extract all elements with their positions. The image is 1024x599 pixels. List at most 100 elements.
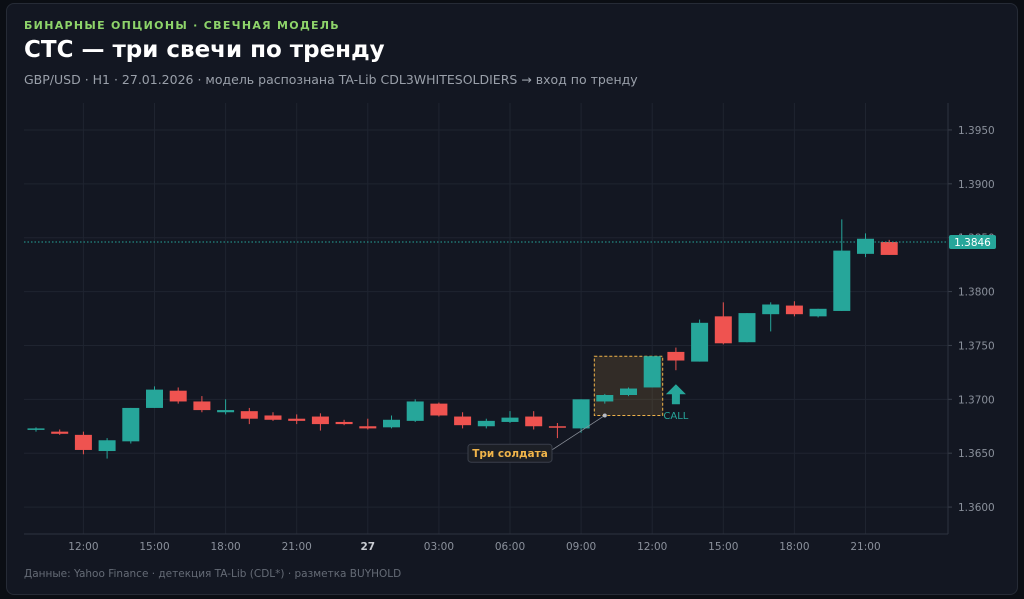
- x-tick-label: 09:00: [566, 541, 596, 553]
- candle: [193, 396, 211, 413]
- candle-body: [217, 410, 235, 413]
- candle-body: [27, 428, 45, 430]
- pattern-leader-line: [549, 415, 606, 452]
- x-tick-label: 18:00: [210, 541, 240, 553]
- candle: [477, 418, 495, 429]
- candle-body: [406, 401, 424, 421]
- candle: [27, 427, 45, 432]
- candle-body: [880, 241, 898, 255]
- candle: [311, 413, 329, 431]
- candle: [169, 387, 187, 404]
- candle-body: [785, 305, 803, 315]
- candle: [430, 402, 448, 417]
- x-tick-label: 21:00: [282, 541, 312, 553]
- candle-body: [359, 426, 377, 429]
- pattern-label-box: [467, 443, 553, 463]
- candle-body: [762, 304, 780, 315]
- candle-body: [51, 431, 69, 434]
- candle: [785, 301, 803, 317]
- candle-body: [383, 419, 400, 428]
- x-tick-label: 15:00: [708, 541, 738, 553]
- candle: [691, 319, 709, 362]
- candle-body: [572, 399, 590, 429]
- candle: [667, 347, 685, 371]
- candle: [406, 399, 424, 422]
- candle: [74, 431, 92, 455]
- x-tick-label: 03:00: [424, 541, 454, 553]
- chart-title: CTC — три свечи по тренду: [24, 37, 385, 63]
- pattern-label: Три солдата: [472, 448, 548, 460]
- x-tick-label: 21:00: [850, 541, 880, 553]
- candle: [383, 415, 400, 429]
- candle-body: [620, 388, 637, 396]
- y-tick-label: 1.3650: [958, 448, 995, 460]
- candle-body: [122, 407, 140, 442]
- candle-body: [74, 434, 92, 450]
- candle: [833, 219, 851, 311]
- candle-body: [833, 250, 851, 311]
- candle: [620, 387, 637, 397]
- candle: [240, 407, 258, 425]
- y-tick-label: 1.3900: [958, 179, 995, 191]
- y-tick-label: 1.3600: [958, 502, 995, 514]
- pattern-leader-dot: [602, 413, 607, 418]
- candle: [98, 438, 116, 459]
- chart-footer: Данные: Yahoo Finance · детекция TA-Lib …: [24, 568, 402, 580]
- candle: [217, 399, 235, 415]
- candle-body: [714, 316, 732, 344]
- candle: [335, 419, 353, 426]
- x-tick-label: 18:00: [779, 541, 809, 553]
- candle: [264, 412, 282, 421]
- chart-kicker: БИНАРНЫЕ ОПЦИОНЫ · СВЕЧНАЯ МОДЕЛЬ: [24, 19, 340, 32]
- candle: [51, 429, 69, 435]
- candle: [548, 423, 566, 439]
- candle-body: [738, 313, 756, 343]
- candle: [359, 418, 377, 430]
- candle: [857, 233, 874, 258]
- candle-body: [335, 421, 353, 425]
- last-price-label: 1.3846: [954, 237, 991, 249]
- candle: [738, 313, 756, 343]
- candle: [122, 407, 140, 444]
- candle: [643, 356, 661, 388]
- candle: [714, 302, 732, 345]
- candle: [572, 399, 590, 433]
- last-price-tag: [949, 234, 996, 249]
- candle-body: [525, 416, 543, 427]
- candle-body: [264, 415, 282, 420]
- x-tick-label: 06:00: [495, 541, 525, 553]
- candle: [146, 386, 163, 408]
- candle-body: [288, 418, 306, 421]
- candle-body: [240, 411, 258, 419]
- candle: [288, 414, 306, 425]
- call-arrow-icon: [665, 384, 686, 405]
- candle-body: [643, 356, 661, 388]
- chart-subtitle: GBP/USD · H1 · 27.01.2026 · модель распо…: [24, 72, 638, 87]
- x-tick-label: 12:00: [637, 541, 667, 553]
- candle-body: [857, 238, 874, 254]
- candle-body: [430, 403, 448, 416]
- x-tick-label: 27: [360, 541, 375, 553]
- candle-body: [596, 395, 614, 402]
- candle: [501, 411, 519, 424]
- y-tick-label: 1.3950: [958, 125, 995, 137]
- candle-body: [311, 416, 329, 425]
- candle-body: [667, 351, 685, 361]
- x-tick-label: 12:00: [68, 541, 98, 553]
- candle: [762, 302, 780, 332]
- candle-body: [809, 308, 827, 317]
- call-signal-label: CALL: [663, 411, 688, 422]
- candle-body: [169, 390, 187, 402]
- candle-body: [477, 420, 495, 427]
- candle-body: [146, 389, 163, 408]
- y-tick-label: 1.3700: [958, 394, 995, 406]
- candle: [809, 308, 827, 318]
- x-tick-label: 15:00: [139, 541, 169, 553]
- candle-body: [98, 440, 116, 452]
- candle-body: [548, 426, 566, 428]
- y-tick-label: 1.3750: [958, 340, 995, 352]
- candle: [525, 411, 543, 430]
- candle-body: [193, 401, 211, 411]
- candle: [596, 393, 614, 404]
